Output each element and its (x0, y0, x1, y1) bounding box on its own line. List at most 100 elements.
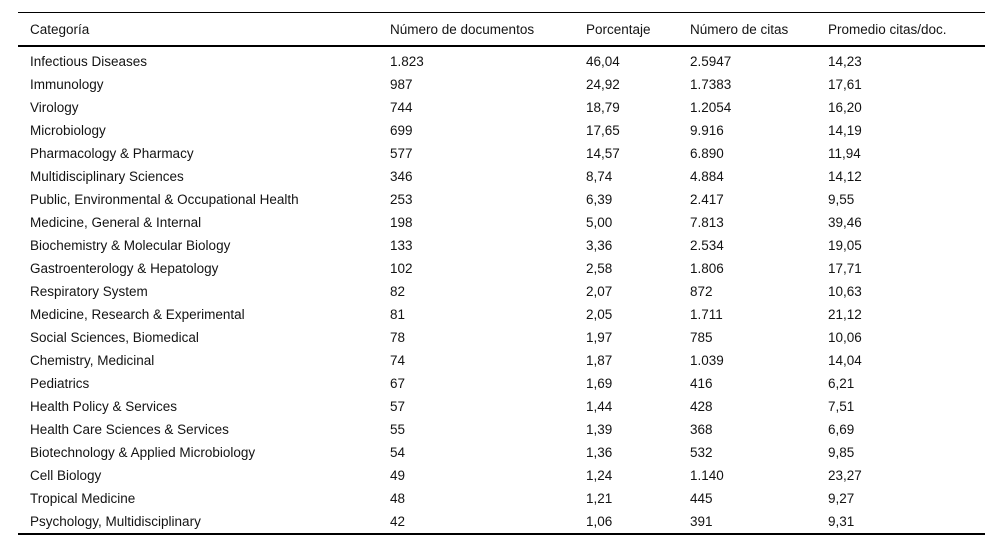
table-cell: 10,63 (828, 284, 862, 299)
table-row: Pharmacology & Pharmacy 577 14,57 6.890 11,9… (18, 142, 985, 165)
table-row: Social Sciences, Biomedical 78 1,97 785 10,0… (18, 326, 985, 349)
table-cell: 346 (390, 169, 413, 184)
table-cell: Microbiology (30, 123, 106, 138)
table-cell: Pediatrics (30, 376, 90, 391)
table-cell: 9,31 (828, 514, 855, 529)
table-row: Virology 744 18,79 1.2054 16,20 (18, 96, 985, 119)
table-body: Infectious Diseases 1.823 46,04 2.5947 14,23… (18, 46, 985, 534)
table-cell: 253 (390, 192, 413, 207)
table-cell: 55 (390, 422, 406, 437)
table-row: Infectious Diseases 1.823 46,04 2.5947 14,23 (18, 46, 985, 73)
column-header-numero-citas: Número de citas (690, 12, 828, 47)
table-cell: 1,69 (586, 376, 613, 391)
table-row: Gastroenterology & Hepatology 102 2,58 1.80… (18, 257, 985, 280)
table-cell: 11,94 (828, 146, 861, 161)
table-cell: 1.140 (690, 468, 724, 483)
table-row: Health Policy & Services 57 1,44 428 7,51 (18, 395, 985, 418)
table-cell: 699 (390, 123, 413, 138)
table-cell: 2,58 (586, 261, 613, 276)
table-cell: 1.2054 (690, 100, 732, 115)
table-cell: 54 (390, 445, 406, 460)
table-cell: 1,24 (586, 468, 613, 483)
table-cell: 74 (390, 353, 406, 368)
column-header-numero-documentos: Número de documentos (390, 12, 586, 47)
table-cell: Biotechnology & Applied Microbiology (30, 445, 256, 460)
table-cell: 9.916 (690, 123, 724, 138)
table-cell: 57 (390, 399, 406, 414)
table-cell: 78 (390, 330, 406, 345)
table-cell: 23,27 (828, 468, 862, 483)
table-cell: 428 (690, 399, 713, 414)
table-cell: 46,04 (586, 54, 620, 69)
table-row: Biochemistry & Molecular Biology 133 3,36 2… (18, 234, 985, 257)
table-cell: 42 (390, 514, 406, 529)
table-row: Microbiology 699 17,65 9.916 14,19 (18, 119, 985, 142)
table-cell: 4.884 (690, 169, 724, 184)
table-cell: 445 (690, 491, 713, 506)
table-row: Biotechnology & Applied Microbiology 54 1,… (18, 441, 985, 464)
table-cell: Infectious Diseases (30, 54, 148, 69)
table-cell: 14,04 (828, 353, 862, 368)
table-cell: 1,97 (586, 330, 613, 345)
table-row: Health Care Sciences & Services 55 1,39 368… (18, 418, 985, 441)
table-cell: 577 (390, 146, 413, 161)
table-cell: Health Care Sciences & Services (30, 422, 229, 437)
table-cell: 19,05 (828, 238, 862, 253)
table-cell: 532 (690, 445, 713, 460)
table-cell: 391 (690, 514, 713, 529)
column-header-porcentaje: Porcentaje (586, 12, 690, 47)
table-row: Chemistry, Medicinal 74 1,87 1.039 14,04 (18, 349, 985, 372)
table-cell: 6,21 (828, 376, 855, 391)
table-cell: 987 (390, 77, 413, 92)
table-row: Medicine, General & Internal 198 5,00 7.813… (18, 211, 985, 234)
table-cell: Cell Biology (30, 468, 102, 483)
table-cell: 8,74 (586, 169, 613, 184)
table-cell: 39,46 (828, 215, 862, 230)
table-cell: 1.039 (690, 353, 724, 368)
table-cell: Medicine, Research & Experimental (30, 307, 245, 322)
table-row: Psychology, Multidisciplinary 42 1,06 391 9,… (18, 510, 985, 534)
table-cell: 81 (390, 307, 406, 322)
table-cell: Biochemistry & Molecular Biology (30, 238, 231, 253)
table-cell: Gastroenterology & Hepatology (30, 261, 219, 276)
table-cell: 1.7383 (690, 77, 732, 92)
table-cell: 14,19 (828, 123, 862, 138)
table-cell: 1,44 (586, 399, 613, 414)
table-cell: 133 (390, 238, 413, 253)
table-cell: 17,71 (828, 261, 862, 276)
table-cell: 1,06 (586, 514, 613, 529)
table-cell: Public, Environmental & Occupational Hea… (30, 192, 299, 207)
table-cell: Virology (30, 100, 79, 115)
table-cell: 67 (390, 376, 406, 391)
header-row: Categoría Número de documentos Porcentaj… (18, 12, 985, 47)
table-row: Cell Biology 49 1,24 1.140 23,27 (18, 464, 985, 487)
table-cell: 18,79 (586, 100, 620, 115)
table-row: Tropical Medicine 48 1,21 445 9,27 (18, 487, 985, 510)
table-cell: 14,23 (828, 54, 862, 69)
table-cell: 744 (390, 100, 413, 115)
table-cell: Respiratory System (30, 284, 148, 299)
table-row: Pediatrics 67 1,69 416 6,21 (18, 372, 985, 395)
column-header-promedio-citas-doc: Promedio citas/doc. (828, 12, 985, 47)
table-cell: Health Policy & Services (30, 399, 178, 414)
table-cell: 1.806 (690, 261, 724, 276)
column-header-categoria: Categoría (18, 12, 390, 47)
table-cell: 7,51 (828, 399, 855, 414)
table-cell: Multidisciplinary Sciences (30, 169, 184, 184)
table-cell: 2.5947 (690, 54, 732, 69)
table-cell: 9,55 (828, 192, 855, 207)
table-cell: 1,87 (586, 353, 613, 368)
table-cell: 2.534 (690, 238, 724, 253)
table-cell: 24,92 (586, 77, 620, 92)
table-row: Medicine, Research & Experimental 81 2,05 1… (18, 303, 985, 326)
table-cell: 9,85 (828, 445, 855, 460)
table-cell: 14,12 (828, 169, 862, 184)
table-cell: 102 (390, 261, 413, 276)
table-cell: 17,65 (586, 123, 620, 138)
table-cell: 48 (390, 491, 406, 506)
table-cell: 872 (690, 284, 713, 299)
table-cell: Medicine, General & Internal (30, 215, 202, 230)
table-cell: 6.890 (690, 146, 724, 161)
table-cell: 416 (690, 376, 713, 391)
table-cell: 1,21 (586, 491, 613, 506)
